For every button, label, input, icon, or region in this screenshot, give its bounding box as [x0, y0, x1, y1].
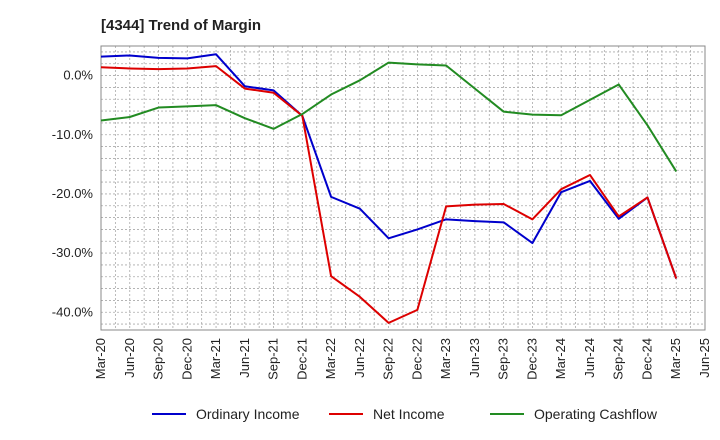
- legend-label: Ordinary Income: [196, 406, 300, 422]
- x-tick-label: Dec-21: [294, 338, 309, 380]
- series-line-operating-cashflow: [100, 61, 678, 172]
- x-tick-label: Sep-22: [381, 338, 396, 380]
- legend-label: Net Income: [373, 406, 445, 422]
- y-axis-ticks: 0.0% -10.0% -20.0% -30.0% -40.0%: [52, 68, 94, 320]
- y-tick-label: -10.0%: [52, 127, 94, 142]
- x-tick-label: Dec-20: [179, 338, 194, 380]
- series-lines: [100, 53, 678, 324]
- x-tick-label: Sep-23: [496, 338, 511, 380]
- x-tick-label: Dec-24: [639, 338, 654, 380]
- x-tick-label: Jun-20: [122, 338, 137, 378]
- x-tick-label: Mar-21: [208, 338, 223, 379]
- x-tick-label: Sep-21: [266, 338, 281, 380]
- x-tick-label: Jun-23: [467, 338, 482, 378]
- x-tick-label: Sep-20: [151, 338, 166, 380]
- legend: Ordinary Income Net Income Operating Cashf…: [152, 406, 658, 422]
- legend-label: Operating Cashflow: [534, 406, 658, 422]
- series-line-net-income: [100, 65, 678, 324]
- x-axis-ticks: Mar-20 Jun-20 Sep-20 Dec-20 Mar-21 Jun-21 Sep-…: [93, 338, 712, 380]
- series-line-ordinary-income: [100, 53, 678, 279]
- y-tick-label: 0.0%: [63, 68, 93, 83]
- x-tick-label: Jun-21: [237, 338, 252, 378]
- x-tick-label: Dec-22: [409, 338, 424, 380]
- x-tick-label: Jun-24: [582, 338, 597, 378]
- y-tick-label: -20.0%: [52, 186, 94, 201]
- x-tick-label: Jun-22: [352, 338, 367, 378]
- plot-frame: [100, 45, 706, 331]
- x-tick-label: Mar-25: [668, 338, 683, 379]
- x-tick-label: Sep-24: [611, 338, 626, 380]
- x-tick-label: Mar-24: [553, 338, 568, 379]
- grid-lines: [100, 46, 706, 330]
- x-tick-label: Mar-20: [93, 338, 108, 379]
- y-tick-label: -40.0%: [52, 304, 94, 319]
- x-tick-label: Mar-23: [438, 338, 453, 379]
- x-tick-label: Jun-25: [697, 338, 712, 378]
- x-tick-label: Mar-22: [323, 338, 338, 379]
- chart-title: [4344] Trend of Margin: [101, 17, 261, 34]
- x-tick-label: Dec-23: [524, 338, 539, 380]
- y-tick-label: -30.0%: [52, 245, 94, 260]
